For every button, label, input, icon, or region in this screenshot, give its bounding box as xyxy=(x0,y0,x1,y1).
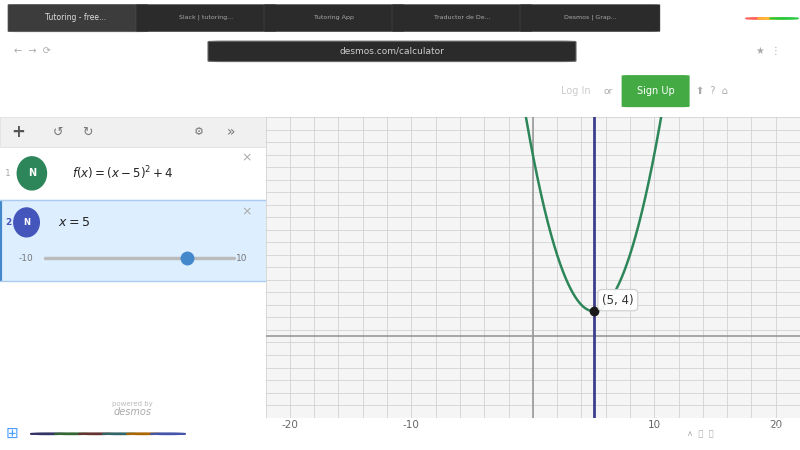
FancyBboxPatch shape xyxy=(622,75,690,107)
Text: 11:20 PM: 11:20 PM xyxy=(747,426,789,435)
Text: $f(x) = (x-5)^2+4$: $f(x) = (x-5)^2+4$ xyxy=(72,165,174,182)
Text: ⬆  ?  ⌂: ⬆ ? ⌂ xyxy=(696,86,728,96)
Text: Slack | tutoring...: Slack | tutoring... xyxy=(179,15,233,20)
Text: $x = 5$: $x = 5$ xyxy=(58,216,90,229)
FancyBboxPatch shape xyxy=(264,4,404,32)
Circle shape xyxy=(150,433,186,435)
Text: 9/24/2020: 9/24/2020 xyxy=(749,437,787,446)
Circle shape xyxy=(54,433,90,435)
Text: ∧  🔊  📶: ∧ 🔊 📶 xyxy=(686,429,714,438)
Circle shape xyxy=(102,433,138,435)
FancyBboxPatch shape xyxy=(208,41,576,62)
Text: Tutoring - free...: Tutoring - free... xyxy=(46,13,106,22)
Text: ★  ⋮: ★ ⋮ xyxy=(756,45,780,55)
Text: (5, 4): (5, 4) xyxy=(602,293,634,306)
Text: 2: 2 xyxy=(6,218,11,227)
Text: ×: × xyxy=(242,151,252,164)
Text: N: N xyxy=(28,168,36,178)
Text: Traductor de De...: Traductor de De... xyxy=(434,15,490,20)
Text: ×: × xyxy=(242,205,252,218)
Text: ⚙: ⚙ xyxy=(194,127,204,137)
FancyBboxPatch shape xyxy=(392,4,532,32)
Text: Tutoring App: Tutoring App xyxy=(314,15,354,20)
FancyBboxPatch shape xyxy=(520,4,660,32)
Text: desmos: desmos xyxy=(366,82,434,100)
Text: 1: 1 xyxy=(6,169,11,178)
Text: ≡: ≡ xyxy=(12,84,25,99)
Text: N: N xyxy=(23,218,30,227)
Text: powered by: powered by xyxy=(113,401,153,407)
Text: 10: 10 xyxy=(235,254,247,263)
Circle shape xyxy=(18,157,46,190)
FancyBboxPatch shape xyxy=(136,4,276,32)
Text: ↻: ↻ xyxy=(82,126,93,139)
FancyBboxPatch shape xyxy=(0,117,266,147)
Circle shape xyxy=(30,433,66,435)
Circle shape xyxy=(78,433,114,435)
Circle shape xyxy=(770,18,798,19)
Circle shape xyxy=(746,18,774,19)
Text: +: + xyxy=(12,123,26,141)
FancyBboxPatch shape xyxy=(0,200,266,281)
Text: Sign Up: Sign Up xyxy=(637,86,675,96)
Circle shape xyxy=(758,18,786,19)
Circle shape xyxy=(126,433,162,435)
Text: desmos.com/calculator: desmos.com/calculator xyxy=(339,46,445,55)
Text: ←  →  ⟳: ← → ⟳ xyxy=(14,45,50,55)
Text: Untitled Graph: Untitled Graph xyxy=(44,86,126,96)
Text: -10: -10 xyxy=(18,254,34,263)
Circle shape xyxy=(14,208,39,237)
Text: ⊞: ⊞ xyxy=(6,426,18,441)
Text: »: » xyxy=(227,125,235,139)
Text: Log In: Log In xyxy=(561,86,591,96)
Text: Desmos | Grap...: Desmos | Grap... xyxy=(564,15,616,20)
Text: or: or xyxy=(603,86,613,96)
FancyBboxPatch shape xyxy=(8,4,148,32)
Text: ↺: ↺ xyxy=(53,126,64,139)
Text: desmos: desmos xyxy=(114,407,152,417)
